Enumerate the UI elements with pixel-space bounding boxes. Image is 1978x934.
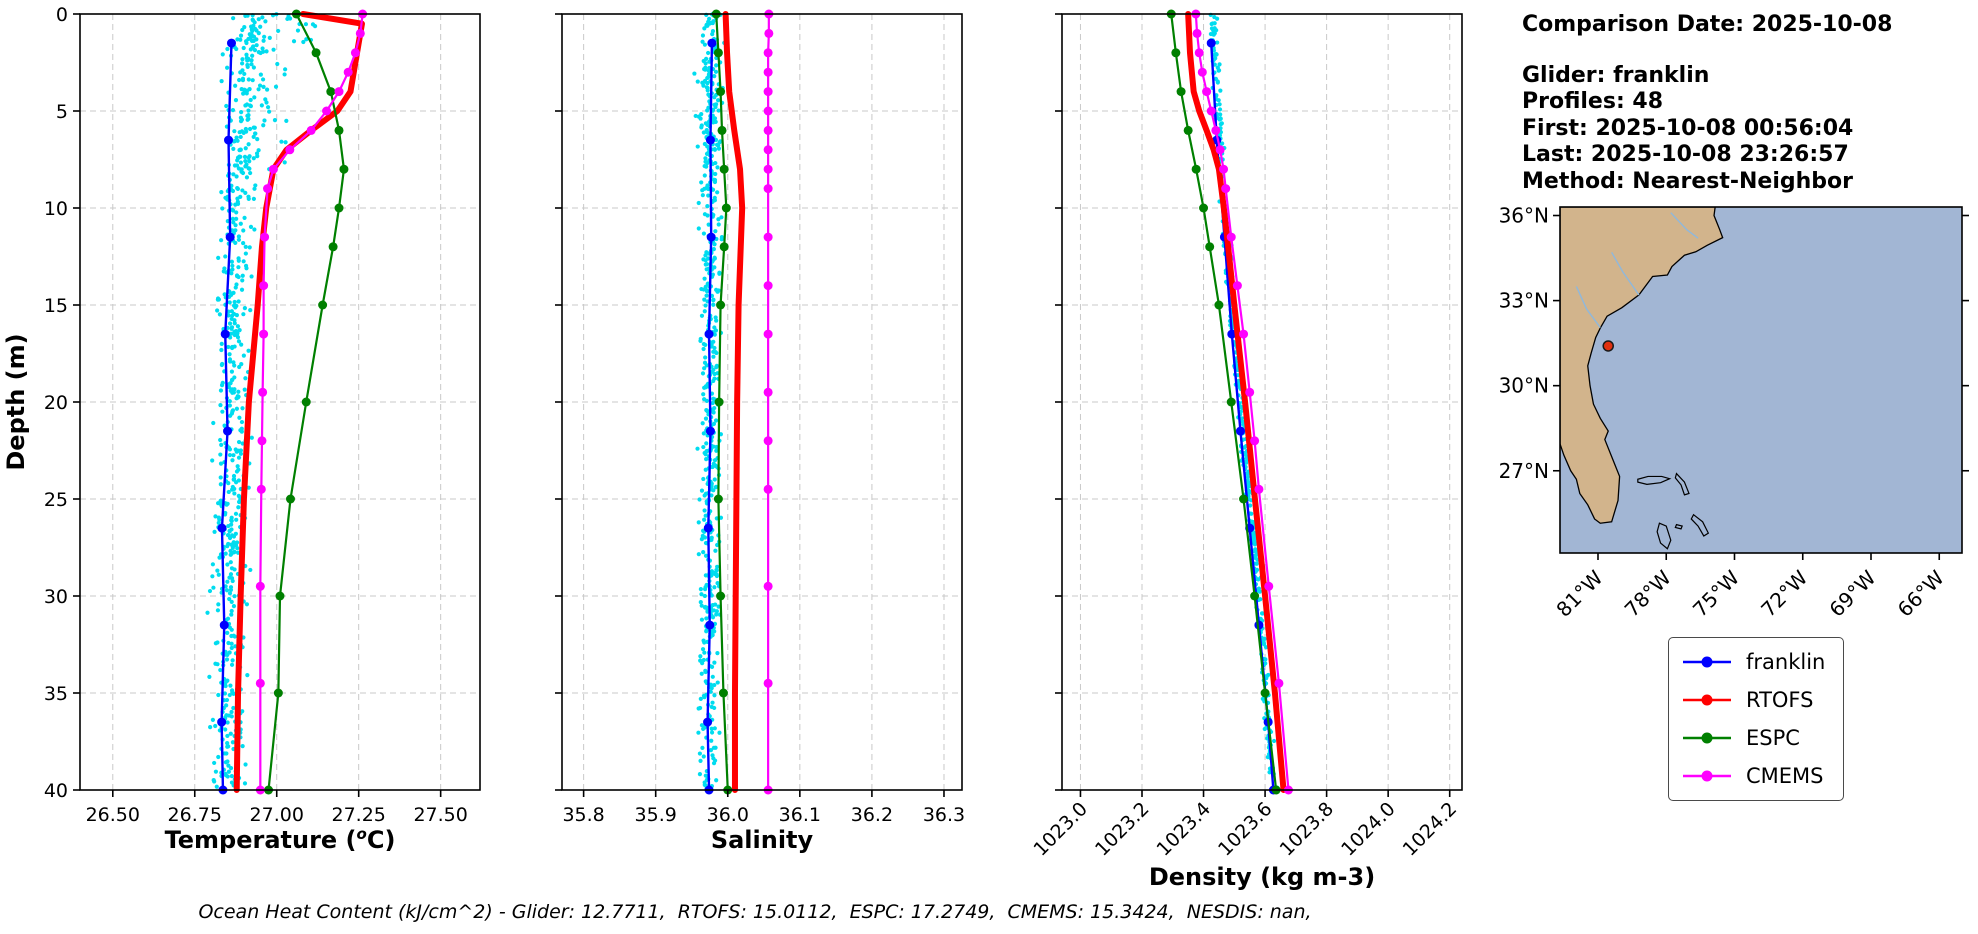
location-map: 36°N 33°N 30°N 27°N 81°W 78°W 75°W 72°W 69°W 66°W <box>1499 204 1969 622</box>
svg-text:1023.8: 1023.8 <box>1276 798 1339 861</box>
island-outline <box>1656 522 1672 550</box>
island-outline <box>1674 523 1683 530</box>
legend-item-label: CMEMS <box>1746 764 1824 788</box>
svg-text:1024.0: 1024.0 <box>1337 798 1400 861</box>
temperature-axis-title: Temperature (oC) <box>165 825 396 854</box>
svg-text:0: 0 <box>56 4 68 26</box>
svg-text:15: 15 <box>44 295 68 317</box>
svg-text:26.75: 26.75 <box>168 804 222 826</box>
svg-text:78°W: 78°W <box>1620 565 1676 621</box>
legend-line-marker <box>1683 770 1731 782</box>
svg-text:30: 30 <box>44 586 68 608</box>
salinity-series-franklin <box>703 38 717 795</box>
svg-text:1023.4: 1023.4 <box>1153 798 1216 861</box>
salinity-series-rtofs <box>722 11 746 793</box>
svg-text:20: 20 <box>44 392 68 414</box>
svg-text:30°N: 30°N <box>1499 374 1549 398</box>
coastline <box>1560 207 1724 524</box>
salinity-chart: 35.8 35.9 36.0 36.1 36.2 36.3 Salinity <box>555 9 965 854</box>
svg-text:1024.2: 1024.2 <box>1399 798 1462 861</box>
river <box>1670 212 1699 239</box>
svg-text:1023.0: 1023.0 <box>1029 798 1092 861</box>
svg-text:69°W: 69°W <box>1825 565 1881 621</box>
svg-text:27°N: 27°N <box>1499 459 1549 483</box>
legend-item-label: franklin <box>1746 650 1826 674</box>
svg-text:75°W: 75°W <box>1688 565 1744 621</box>
legend-item-cmems: CMEMS <box>1681 757 1825 795</box>
temperature-series-cmems <box>255 9 368 795</box>
svg-text:27.50: 27.50 <box>413 804 467 826</box>
last-profile-text: Last: 2025-10-08 23:26:57 <box>1522 142 1849 167</box>
svg-text:26.50: 26.50 <box>86 804 140 826</box>
svg-text:35: 35 <box>44 683 68 705</box>
comparison-date-text: Comparison Date: 2025-10-08 <box>1522 12 1893 37</box>
legend-line-marker <box>1683 694 1731 706</box>
density-axis-title: Density (kg m-3) <box>1149 863 1375 891</box>
density-chart: 1023.01023.21023.41023.61023.81024.01024… <box>1029 9 1463 891</box>
first-profile-text: First: 2025-10-08 00:56:04 <box>1522 115 1854 141</box>
salinity-series-espc <box>711 9 733 795</box>
temperature-series-franklin <box>217 38 236 795</box>
svg-text:36.1: 36.1 <box>779 804 821 826</box>
island-outline <box>1690 513 1710 537</box>
island-outline <box>1674 472 1690 496</box>
legend-item-label: ESPC <box>1746 726 1800 750</box>
ocean-heat-content-note: Ocean Heat Content (kJ/cm^2) - Glider: 1… <box>198 901 1312 923</box>
legend-line-marker <box>1683 656 1731 668</box>
svg-text:36.2: 36.2 <box>851 804 893 826</box>
svg-text:35.9: 35.9 <box>635 804 677 826</box>
svg-text:10: 10 <box>44 198 68 220</box>
svg-text:35.8: 35.8 <box>562 804 604 826</box>
river <box>1611 252 1640 296</box>
glider-position-marker <box>1602 340 1614 352</box>
svg-text:36.3: 36.3 <box>923 804 965 826</box>
svg-text:81°W: 81°W <box>1552 565 1608 621</box>
svg-text:27.00: 27.00 <box>250 804 304 826</box>
svg-text:36.0: 36.0 <box>707 804 749 826</box>
legend-item-franklin: franklin <box>1681 643 1825 681</box>
svg-text:66°W: 66°W <box>1893 565 1949 621</box>
legend-item-espc: ESPC <box>1681 719 1825 757</box>
glider-name-text: Glider: franklin <box>1522 62 1710 88</box>
svg-text:1023.6: 1023.6 <box>1214 798 1277 861</box>
svg-text:27.25: 27.25 <box>331 804 385 826</box>
svg-text:72°W: 72°W <box>1756 565 1812 621</box>
svg-text:40: 40 <box>44 780 68 802</box>
svg-text:1023.2: 1023.2 <box>1091 798 1154 861</box>
svg-text:25: 25 <box>44 489 68 511</box>
temperature-series-espc <box>264 9 349 795</box>
svg-text:36°N: 36°N <box>1499 204 1549 228</box>
river <box>1575 286 1601 328</box>
svg-text:33°N: 33°N <box>1499 289 1549 313</box>
salinity-axes: 35.8 35.9 36.0 36.1 36.2 36.3 <box>555 13 965 826</box>
temperature-chart: 26.50 26.75 27.00 27.25 27.50 0 5 10 15 20 25 30 35 4… <box>2 4 481 854</box>
density-series-espc <box>1166 9 1281 795</box>
legend-line-marker <box>1683 732 1731 744</box>
method-text: Method: Nearest-Neighbor <box>1522 168 1853 194</box>
temperature-ylabel: Depth (m) <box>2 333 30 470</box>
density-series-rtofs <box>1185 11 1287 793</box>
legend-item-rtofs: RTOFS <box>1681 681 1825 719</box>
profiles-count-text: Profiles: 48 <box>1522 89 1664 114</box>
salinity-axis-title: Salinity <box>711 826 814 854</box>
info-panel: Comparison Date: 2025-10-08 Glider: fran… <box>1522 12 1892 195</box>
island-outline <box>1637 475 1672 485</box>
legend-item-label: RTOFS <box>1746 688 1814 712</box>
svg-text:5: 5 <box>56 101 68 123</box>
density-series-cmems <box>1191 9 1293 795</box>
legend: franklin RTOFS ESPC CMEMS <box>1668 637 1845 801</box>
temperature-axes: 26.50 26.75 27.00 27.25 27.50 0 5 10 15 20 25 30 35 4… <box>44 4 468 826</box>
